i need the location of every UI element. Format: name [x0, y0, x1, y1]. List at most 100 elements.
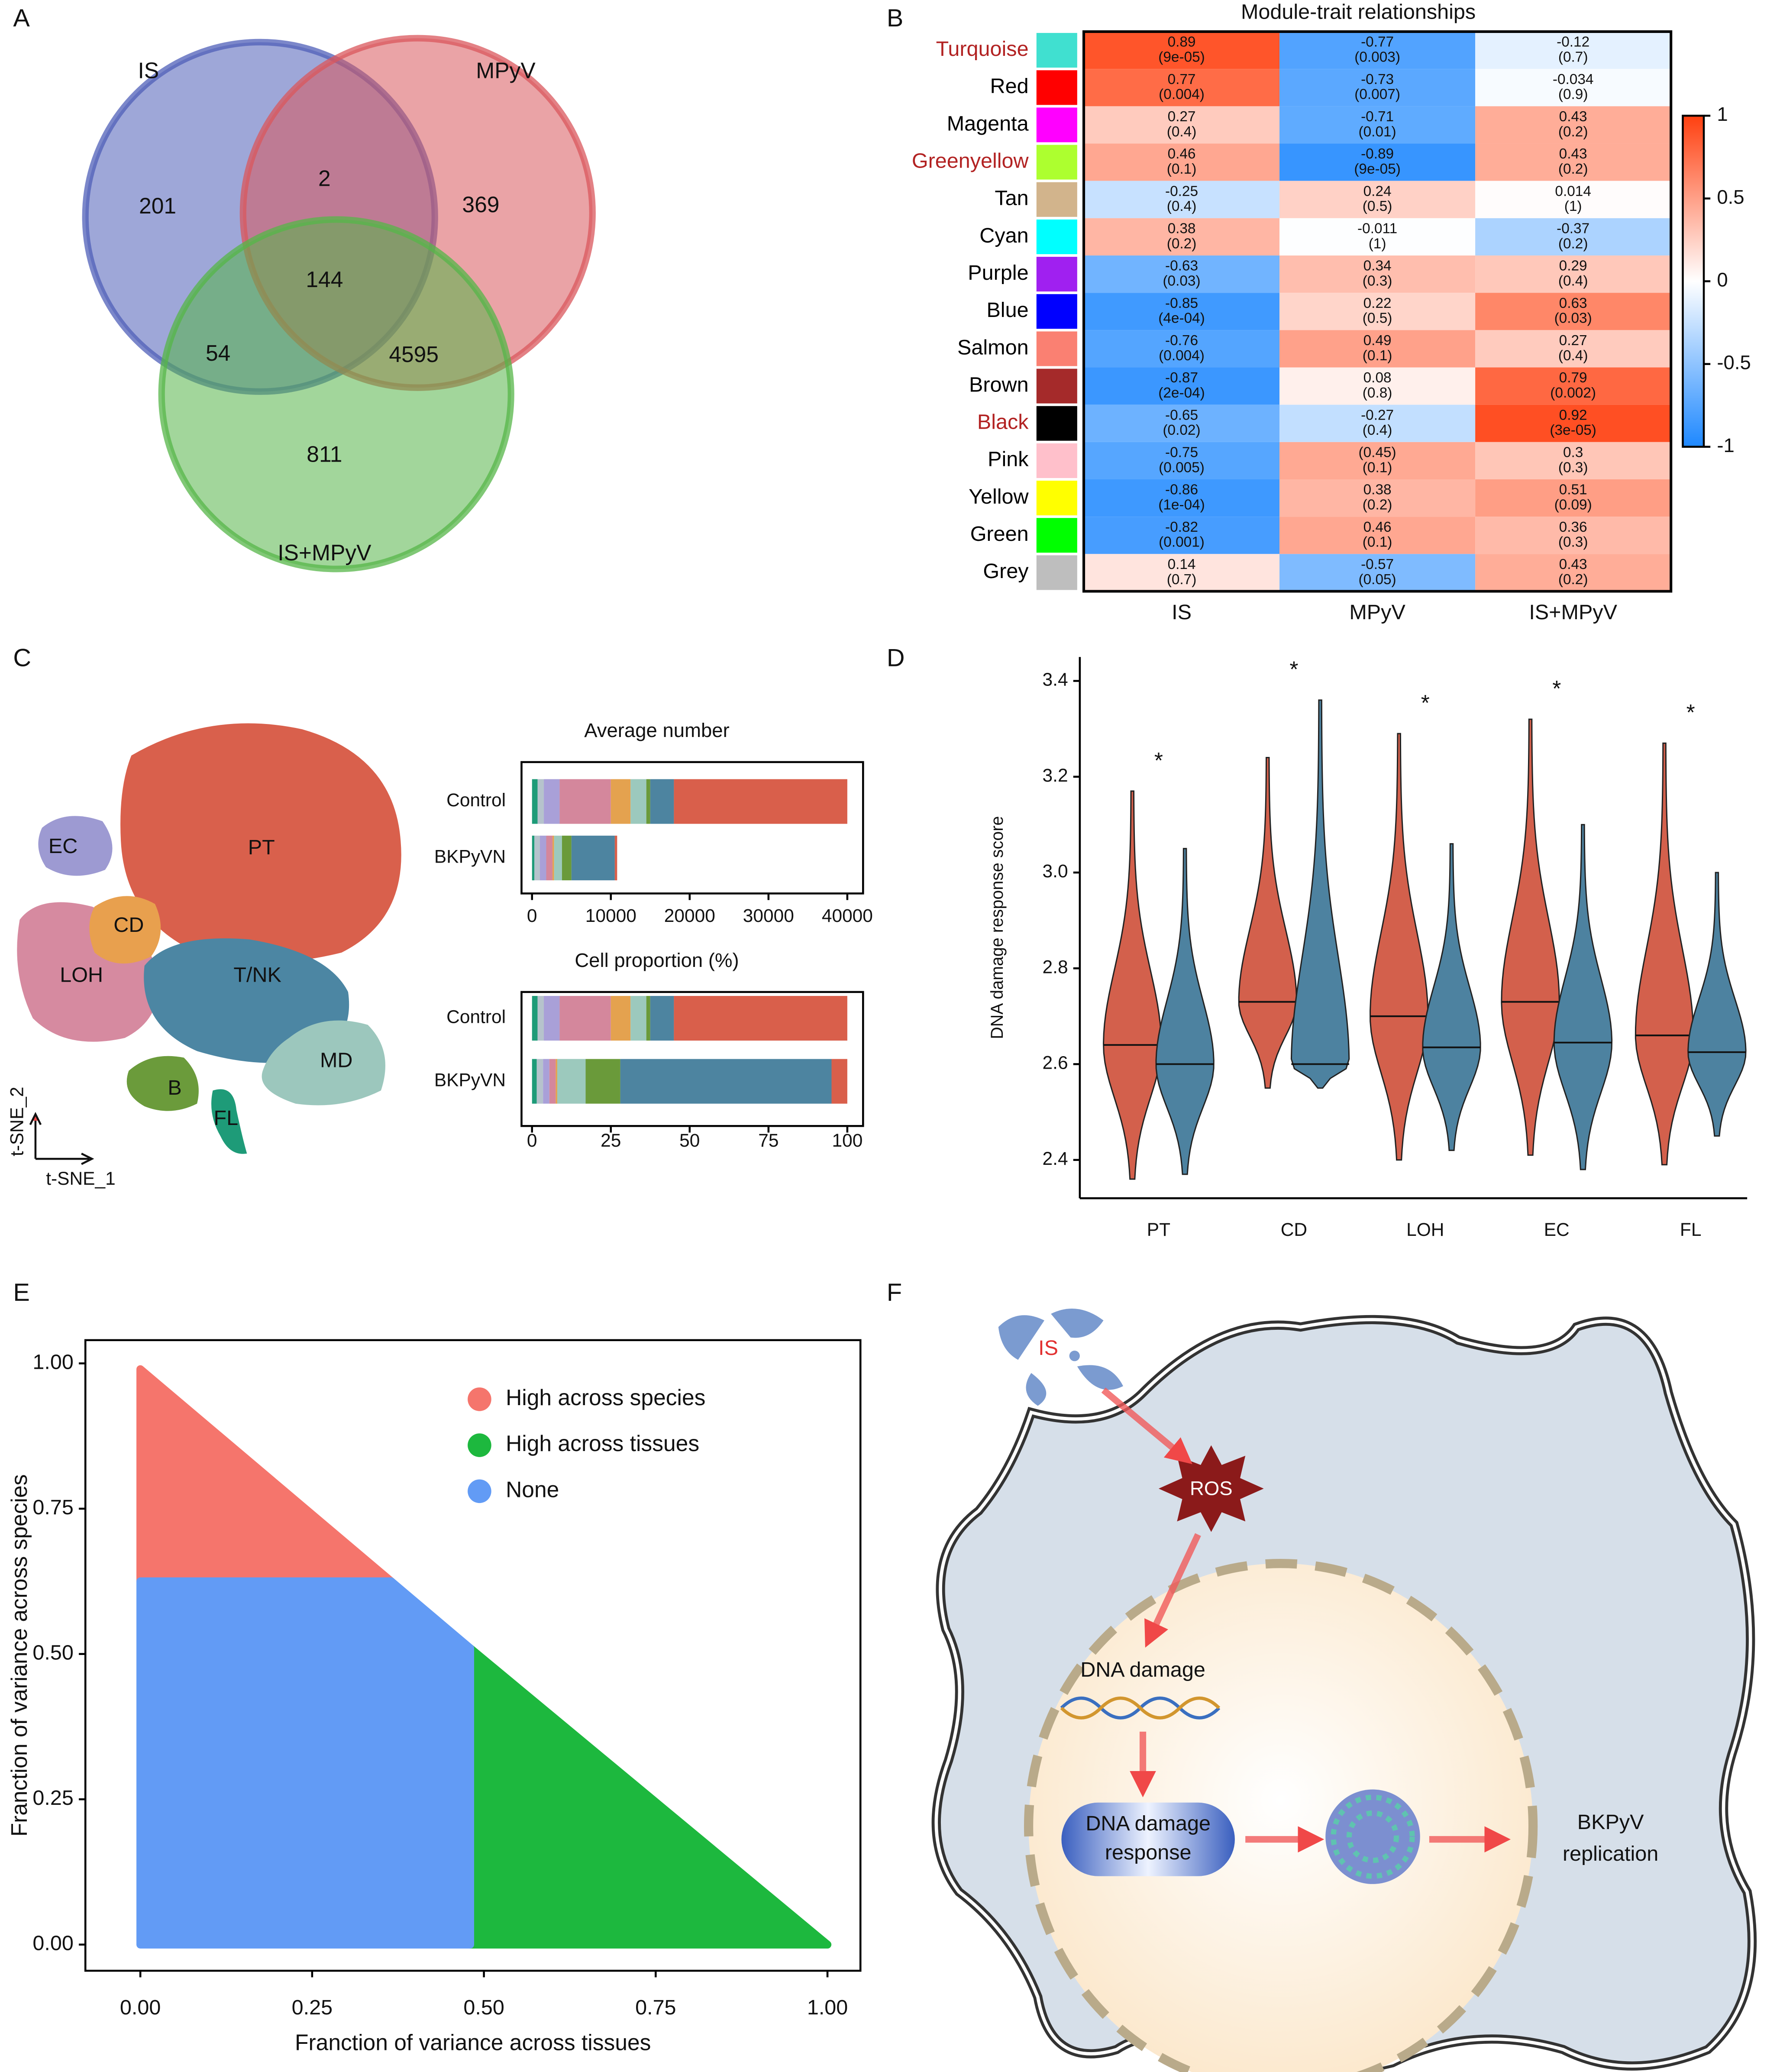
cell-value: 0.24 [1363, 183, 1392, 199]
y-tick-label: 3.2 [1043, 765, 1068, 785]
bar-category: BKPyVN [434, 1070, 506, 1090]
bar-segment [571, 835, 615, 880]
heatmap-cell [1279, 69, 1476, 107]
diagram-labels: IS ROS DNA damage DNA damage response BK… [1038, 1336, 1658, 1865]
row-label: Turquoise [936, 37, 1029, 61]
significance: * [1421, 690, 1430, 715]
response-pill [1061, 1802, 1235, 1876]
module-swatch [1036, 182, 1077, 217]
heatmap-cell [1475, 330, 1671, 368]
ros [1158, 1445, 1264, 1532]
cell-value: -0.65 [1165, 407, 1198, 423]
bar-segment [536, 1059, 543, 1104]
cell-pvalue: (0.1) [1363, 348, 1392, 364]
bar-segment [559, 779, 611, 824]
bar-category: Control [446, 1007, 506, 1027]
module-swatch [1036, 406, 1077, 441]
x-tick-label: EC [1544, 1219, 1570, 1240]
bar-segment [646, 996, 650, 1041]
cluster-label: EC [48, 834, 78, 858]
cell-outline [934, 1318, 1754, 2072]
cell-value: 0.51 [1559, 482, 1587, 498]
cluster-label: PT [248, 836, 275, 859]
bar-segment [585, 1059, 620, 1104]
cell-value: -0.27 [1361, 407, 1394, 423]
heatmap-cell [1475, 106, 1671, 144]
module-swatch [1036, 555, 1077, 590]
plot-frame [84, 1339, 862, 1972]
nucleus [1024, 1559, 1538, 2072]
module-swatch [1036, 107, 1077, 142]
bar-segment [532, 996, 538, 1041]
label-is: IS [1038, 1336, 1058, 1360]
row-label: Salmon [957, 336, 1029, 359]
module-swatch [1036, 219, 1077, 254]
heatmap-cell [1084, 143, 1280, 181]
y-tick-label: 2.8 [1043, 957, 1068, 977]
heatmap-cell [1475, 404, 1671, 442]
panel-letter: A [13, 4, 30, 32]
bar-segment [532, 835, 535, 880]
bar-segment [620, 1059, 832, 1104]
venn-set-label: IS+MPyV [278, 540, 372, 565]
heatmap-title: Module-trait relationships [1241, 0, 1476, 23]
bar-segment [611, 996, 631, 1041]
bar-segment [543, 1059, 549, 1104]
row-label: Cyan [979, 224, 1028, 247]
venn-count: 144 [306, 267, 343, 292]
heatmap-cell [1475, 367, 1671, 405]
blob-fl [211, 1089, 247, 1154]
dna-helix [1060, 1697, 1221, 1720]
column-label: MPyV [1349, 601, 1405, 624]
module-swatch [1036, 443, 1077, 478]
cell-value: -0.57 [1361, 556, 1394, 572]
cell-pvalue: (0.5) [1363, 310, 1392, 326]
cell-value: 0.79 [1559, 370, 1587, 386]
blob-tnk [144, 938, 349, 1063]
x-tick-label: 0.25 [292, 1996, 333, 2019]
module-swatch [1036, 294, 1077, 329]
bar-segment [674, 996, 847, 1041]
cell-pvalue: (0.03) [1554, 310, 1592, 326]
heatmap-cell [1475, 293, 1671, 330]
violin [1155, 848, 1215, 1175]
heatmap-cell [1279, 367, 1476, 405]
violin [1553, 824, 1613, 1170]
legend-label: High across species [506, 1385, 705, 1410]
heatmap-cell [1475, 479, 1671, 517]
x-axis-label: Franction of variance across tissues [295, 2030, 651, 2055]
heatmap-cell [1084, 367, 1280, 405]
blob-md [262, 1020, 385, 1105]
row-label: Tan [995, 187, 1028, 210]
significance: * [1552, 676, 1561, 701]
legend-marker [468, 1433, 491, 1457]
x-tick-label: 25 [601, 1130, 621, 1151]
module-swatch [1036, 70, 1077, 105]
module-swatch [1036, 33, 1077, 68]
heatmap-cell [1084, 479, 1280, 517]
heatmap-cell [1279, 106, 1476, 144]
cell-pvalue: (0.2) [1363, 497, 1392, 513]
y-tick-label: 2.6 [1043, 1053, 1068, 1073]
venn-count: 2 [318, 166, 331, 191]
cell-pvalue: (0.01) [1359, 124, 1396, 140]
row-label: Magenta [947, 112, 1029, 135]
bar-segment [650, 779, 674, 824]
cell-pvalue: (0.3) [1558, 459, 1588, 475]
cell-pvalue: (0.03) [1163, 273, 1200, 289]
cell-value: -0.77 [1361, 34, 1394, 50]
cell-value: 0.92 [1559, 407, 1587, 423]
bar-segment [556, 1059, 557, 1104]
cell-value: -0.87 [1165, 370, 1198, 386]
cluster-label: T/NK [233, 963, 281, 986]
cluster-label: FL [214, 1106, 239, 1130]
bar-title: Cell proportion (%) [575, 949, 739, 971]
panel-letter: C [13, 644, 31, 672]
legend-marker [468, 1387, 491, 1411]
cell-pvalue: (0.9) [1558, 87, 1588, 103]
cell-pvalue: (4e-04) [1158, 310, 1205, 326]
cell-value: 0.89 [1168, 34, 1196, 50]
heatmap-cell [1279, 255, 1476, 293]
cell-pvalue: (9e-05) [1354, 161, 1401, 177]
tsne-ylabel: t-SNE_2 [7, 1087, 27, 1157]
